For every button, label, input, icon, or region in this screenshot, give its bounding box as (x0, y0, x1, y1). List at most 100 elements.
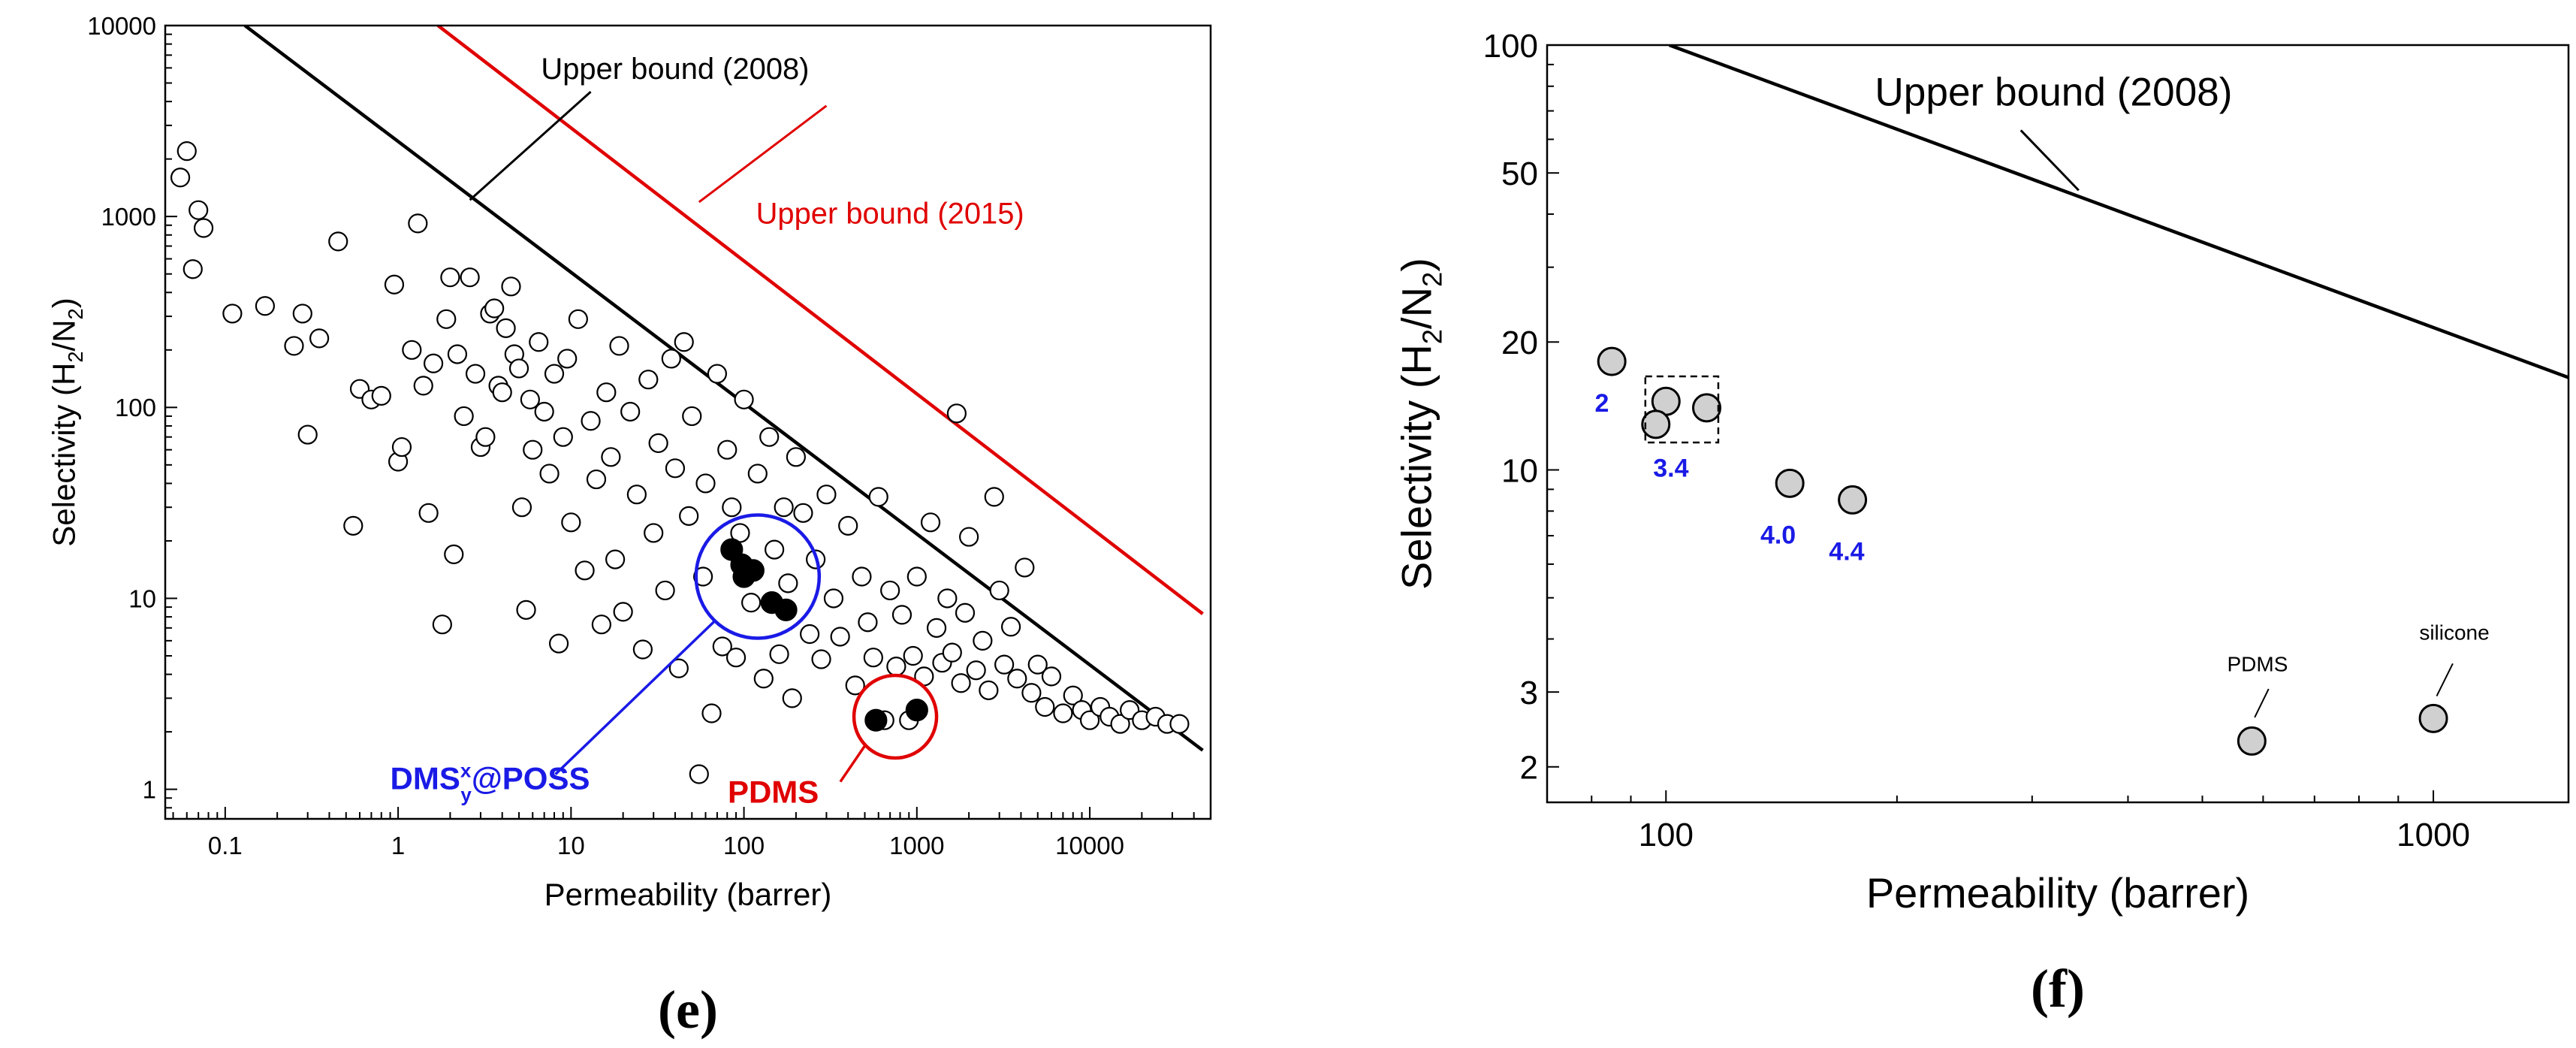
point-label: 4.0 (1760, 521, 1796, 550)
data-point (255, 296, 276, 316)
data-point (1079, 710, 1100, 730)
data-point (343, 515, 363, 536)
data-point (596, 382, 617, 403)
data-point (973, 630, 993, 651)
data-point (2237, 726, 2267, 756)
data-point (413, 376, 433, 396)
selection-box (1644, 375, 1720, 444)
point-label: 4.4 (1829, 537, 1864, 566)
data-point (189, 200, 209, 220)
data-point (905, 699, 928, 722)
x-tick-label: 0.1 (208, 832, 243, 859)
data-point (774, 497, 794, 518)
data-point (674, 332, 694, 352)
data-point (816, 485, 837, 505)
data-point (568, 309, 588, 329)
data-point (778, 573, 798, 593)
data-point (648, 433, 668, 453)
annotation-label: Upper bound (2008) (1875, 71, 2232, 115)
data-point (432, 615, 452, 635)
plot-frame (1546, 44, 2570, 804)
data-point (1053, 703, 1073, 723)
data-point (679, 506, 699, 526)
data-point (800, 624, 820, 645)
data-point (297, 424, 318, 445)
data-point (436, 309, 457, 329)
data-point (661, 349, 681, 369)
data-point (284, 336, 304, 356)
data-point (1692, 393, 1722, 423)
x-tick-label: 1000 (2397, 817, 2470, 853)
point-leader (2254, 688, 2270, 718)
data-point (903, 645, 923, 666)
point-label: PDMS (2227, 652, 2288, 675)
data-point (984, 487, 1004, 507)
data-point (823, 588, 844, 609)
panel-label: (f) (2031, 959, 2085, 1019)
data-point (529, 332, 549, 352)
data-point (605, 549, 626, 569)
data-point (496, 318, 516, 338)
data-point (682, 406, 702, 427)
data-point (864, 708, 888, 732)
data-point (695, 473, 716, 494)
data-point (707, 364, 728, 384)
group-circle (852, 673, 939, 760)
data-point (951, 673, 971, 693)
panel-label: (e) (658, 980, 718, 1040)
data-point (408, 213, 428, 234)
group-leader (839, 744, 867, 783)
point-label: 2 (1594, 389, 1609, 418)
data-point (906, 566, 927, 587)
data-point (655, 580, 675, 601)
y-tick-label: 1000 (101, 203, 156, 231)
data-point (402, 340, 422, 360)
y-tick-label: 100 (1483, 28, 1538, 65)
data-point (838, 515, 858, 536)
annotation-leader (2019, 129, 2080, 192)
data-point (548, 633, 569, 654)
y-tick-label: 20 (1501, 325, 1538, 361)
plot-area (170, 26, 1204, 784)
data-point (222, 304, 243, 324)
data-point (586, 469, 607, 490)
data-point (880, 580, 900, 601)
data-point (609, 336, 629, 356)
data-point (170, 168, 191, 188)
data-point (858, 612, 878, 633)
data-point (544, 364, 565, 384)
data-point (1015, 557, 1035, 578)
upper-bound-line (1668, 45, 2568, 379)
data-point (176, 141, 197, 162)
data-point (989, 580, 1009, 601)
data-point (371, 385, 391, 406)
data-point (613, 602, 633, 622)
data-point (955, 603, 976, 623)
data-point (722, 497, 742, 518)
data-point (994, 654, 1015, 675)
point-label: 3.4 (1653, 455, 1688, 483)
data-point (1775, 468, 1805, 498)
data-point (475, 427, 496, 447)
data-point (539, 464, 560, 484)
panel-e-chart: 0.1 1 10 100 1000 10000 1 10 100 1000 10000 Permeab… (47, 12, 1212, 1040)
data-point (793, 503, 813, 523)
data-point (575, 560, 595, 581)
data-point (501, 276, 521, 297)
data-point (484, 298, 505, 319)
data-point (753, 669, 774, 689)
data-point (959, 527, 979, 547)
data-point (741, 559, 765, 582)
data-point (626, 485, 647, 505)
data-point (620, 401, 641, 422)
data-point (511, 497, 532, 518)
data-point (774, 598, 798, 621)
group-circle (694, 513, 822, 640)
data-point (689, 764, 709, 784)
y-tick-label: 100 (115, 394, 156, 421)
x-axis-label: Permeability (barrer) (1866, 869, 2249, 917)
data-point (811, 649, 831, 669)
data-point (440, 267, 460, 288)
data-point (454, 406, 474, 427)
data-point (868, 487, 888, 507)
